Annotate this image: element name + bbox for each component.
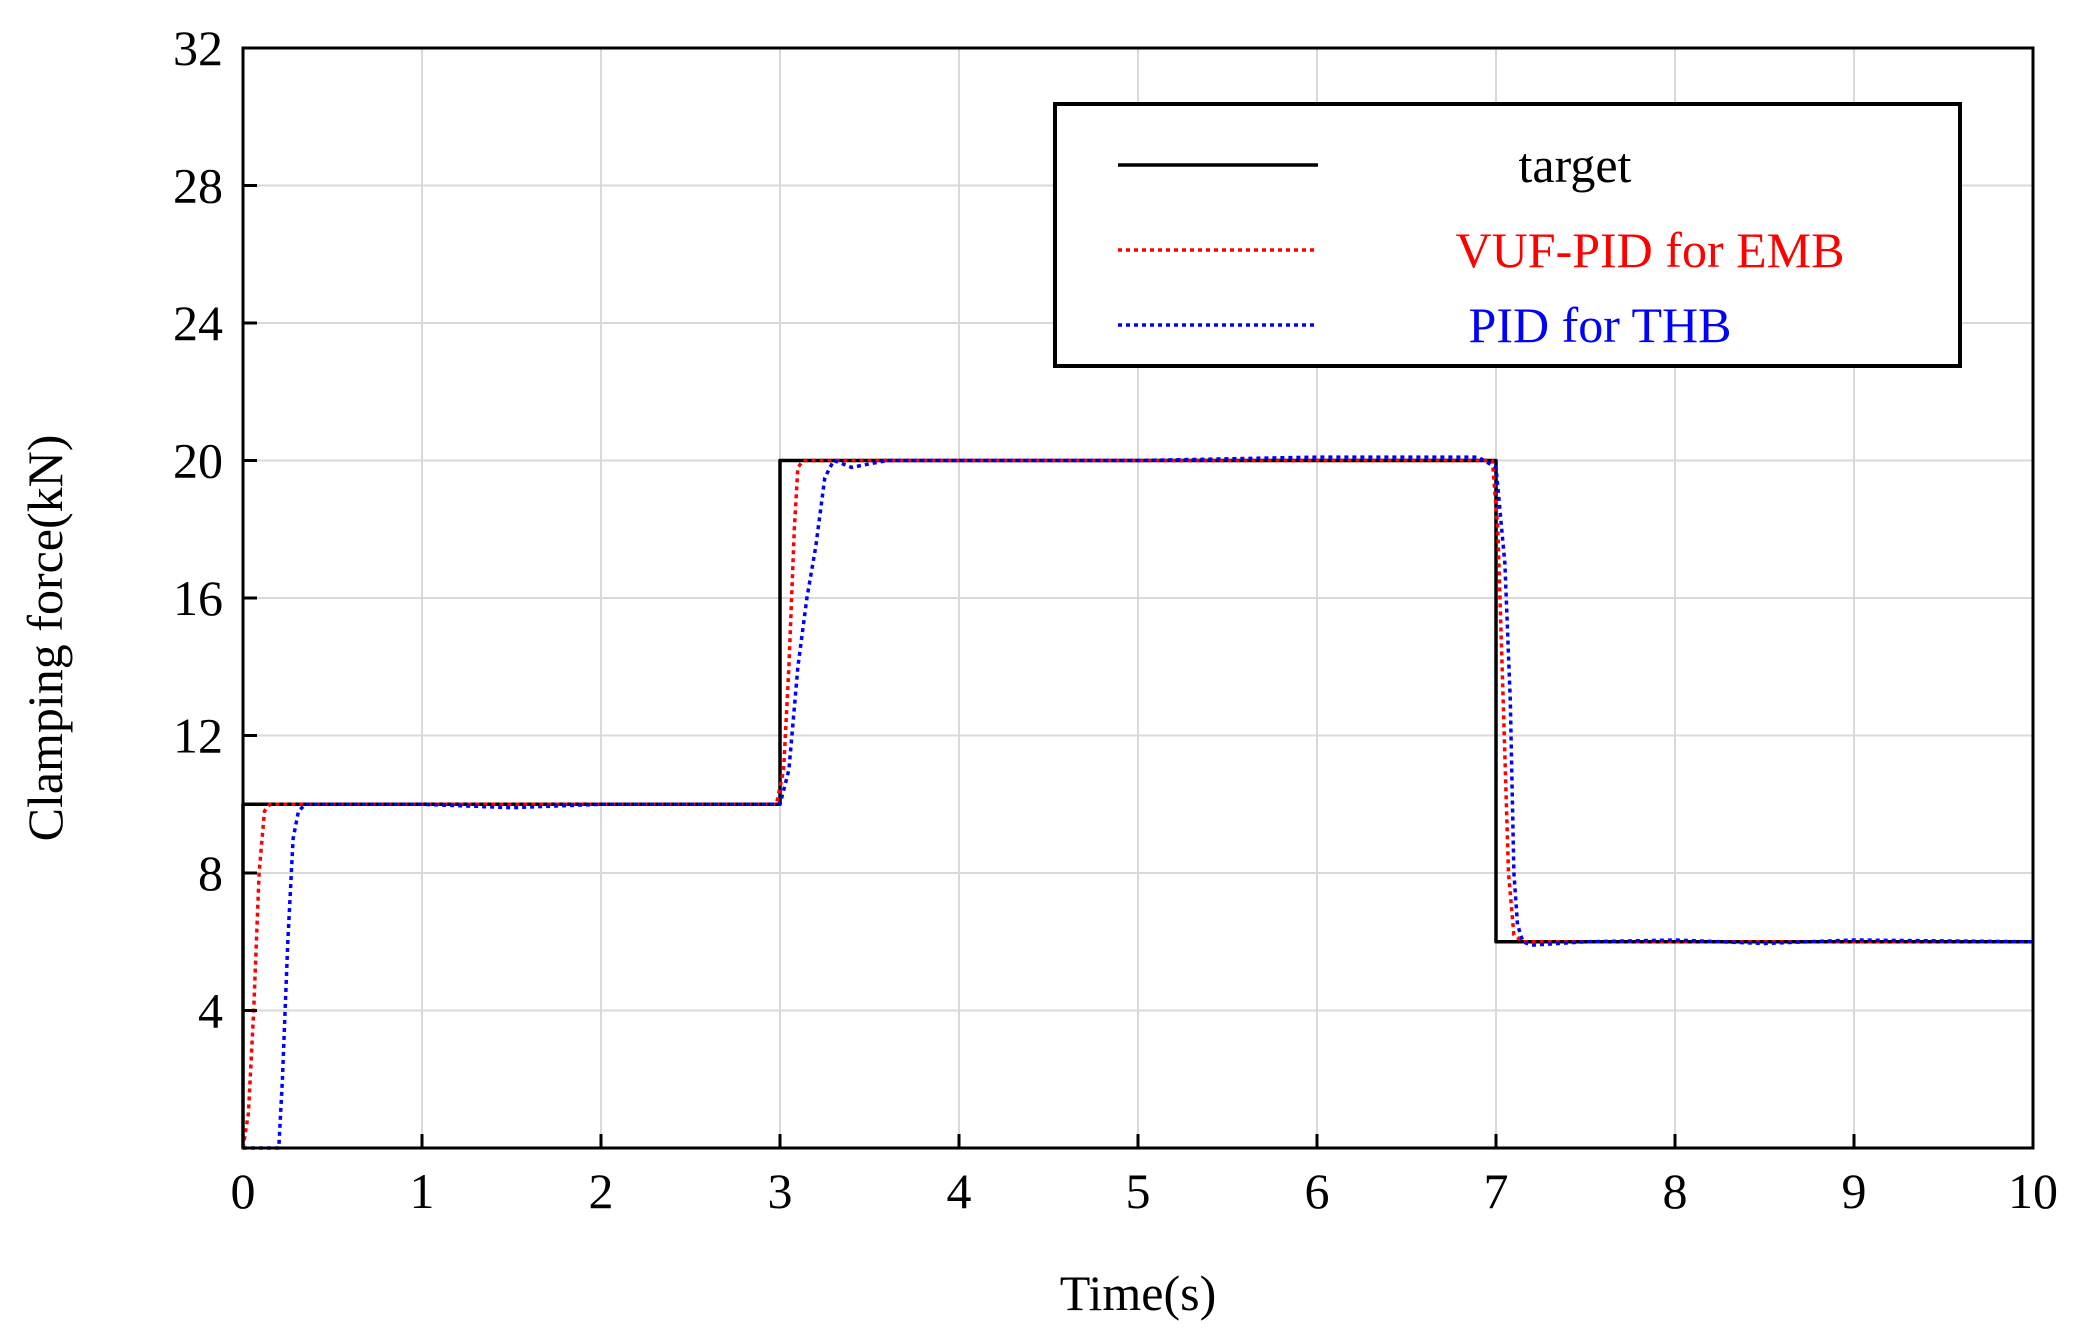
x-tick-label: 2 bbox=[589, 1163, 614, 1219]
x-tick-label: 10 bbox=[2008, 1163, 2058, 1219]
y-axis-label: Clamping force(kN) bbox=[17, 435, 73, 842]
x-tick-label: 1 bbox=[410, 1163, 435, 1219]
y-tick-label: 16 bbox=[173, 570, 223, 626]
y-tick-label: 8 bbox=[198, 845, 223, 901]
series-line-1 bbox=[241, 458, 2033, 1149]
legend-box bbox=[1053, 102, 1962, 368]
series-line-2 bbox=[243, 455, 2034, 1150]
x-tick-label: 6 bbox=[1305, 1163, 1330, 1219]
legend-label: PID for THB bbox=[1469, 297, 1732, 353]
y-tick-label: 12 bbox=[173, 708, 223, 764]
legend-label: target bbox=[1519, 137, 1632, 193]
y-tick-label: 28 bbox=[173, 158, 223, 214]
x-axis-label: Time(s) bbox=[1060, 1265, 1217, 1321]
x-tick-label: 5 bbox=[1126, 1163, 1151, 1219]
legend-label: VUF-PID for EMB bbox=[1456, 222, 1845, 278]
x-tick-label: 8 bbox=[1663, 1163, 1688, 1219]
x-tick-label: 4 bbox=[947, 1163, 972, 1219]
y-tick-label: 24 bbox=[173, 295, 223, 351]
x-tick-label: 9 bbox=[1842, 1163, 1867, 1219]
y-tick-label: 4 bbox=[198, 983, 223, 1039]
x-tick-label: 0 bbox=[231, 1163, 256, 1219]
x-tick-label: 3 bbox=[768, 1163, 793, 1219]
y-tick-label: 32 bbox=[173, 20, 223, 76]
x-tick-label: 7 bbox=[1484, 1163, 1509, 1219]
y-tick-label: 20 bbox=[173, 433, 223, 489]
legend: target VUF-PID for EMB PID for THB bbox=[1053, 102, 1962, 368]
